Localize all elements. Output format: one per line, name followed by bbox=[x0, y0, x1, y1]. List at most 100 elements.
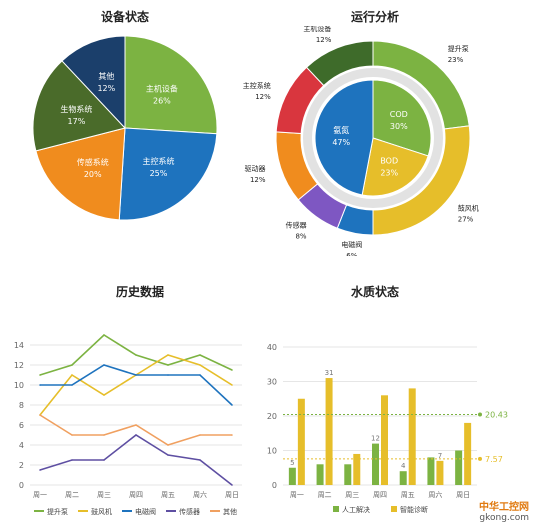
bar-legend-label-1: 智能诊断 bbox=[400, 505, 428, 514]
bar-refline-label-1: 7.57 bbox=[485, 455, 503, 464]
line-ytick-3: 6 bbox=[19, 421, 24, 430]
line-point-3-0 bbox=[39, 469, 41, 471]
bar-1-4 bbox=[408, 388, 416, 485]
bar-0-1 bbox=[316, 464, 324, 485]
line-point-1-1 bbox=[71, 374, 73, 376]
bar-xtick-6: 周日 bbox=[456, 491, 470, 499]
line-legend-label-1: 鼓风机 bbox=[91, 507, 112, 516]
donut-outer-label-1: 鼓风机 bbox=[458, 204, 479, 213]
line-ytick-2: 4 bbox=[19, 441, 24, 450]
bar-ytick-3: 30 bbox=[267, 378, 277, 387]
donut-outer-label-5: 主控系统 bbox=[243, 81, 271, 90]
line-point-2-0 bbox=[39, 384, 41, 386]
line-point-3-6 bbox=[231, 484, 233, 486]
donut-chart-run-analysis: 提升泵 23% 鼓风机 27% 电磁阀 6% 传感器 8% 驱动器 12% 主控系统 12% 主机设备 1… bbox=[243, 26, 479, 256]
bar-value-label-1-5: 7 bbox=[438, 452, 442, 460]
line-point-1-5 bbox=[199, 364, 201, 366]
donut-outer-pct-2: 6% bbox=[346, 252, 357, 256]
line-ytick-1: 2 bbox=[19, 461, 24, 470]
bar-xtick-0: 周一 bbox=[290, 491, 304, 499]
donut-outer-label-6: 主机设备 bbox=[303, 26, 331, 33]
bar-0-3 bbox=[372, 443, 379, 485]
bar-legend-swatch-0 bbox=[333, 506, 339, 512]
line-xtick-5: 周六 bbox=[193, 490, 207, 499]
line-point-0-4 bbox=[167, 364, 169, 366]
line-point-4-1 bbox=[71, 434, 73, 436]
watermark-line1: 中华工控网 bbox=[479, 502, 529, 513]
line-point-4-5 bbox=[199, 434, 201, 436]
bar-xtick-5: 周六 bbox=[428, 490, 442, 499]
pie-slice-label-4: 其他 bbox=[98, 71, 114, 81]
donut-outer-label-2: 电磁阀 bbox=[341, 240, 362, 249]
bar-ytick-4: 40 bbox=[267, 343, 277, 352]
line-point-2-4 bbox=[167, 374, 169, 376]
bar-ytick-0: 0 bbox=[272, 481, 277, 490]
bar-1-2 bbox=[353, 453, 361, 485]
pie2-title: 运行分析 bbox=[350, 10, 399, 24]
line-xtick-1: 周二 bbox=[65, 491, 79, 499]
line-point-1-4 bbox=[167, 354, 169, 356]
line-xtick-0: 周一 bbox=[33, 491, 47, 499]
pie-slice-pct-1: 25% bbox=[150, 169, 168, 178]
line-point-0-3 bbox=[135, 354, 137, 356]
bar-value-label-1-1: 31 bbox=[325, 369, 334, 377]
bar-value-label-0-3: 12 bbox=[371, 435, 380, 443]
line-ytick-7: 14 bbox=[14, 341, 24, 350]
line-xtick-2: 周三 bbox=[97, 491, 111, 499]
bar-0-2 bbox=[344, 464, 352, 485]
line-ytick-5: 10 bbox=[14, 381, 24, 390]
pie-slice-label-2: 传感系统 bbox=[77, 157, 109, 167]
bar-xtick-4: 周五 bbox=[401, 491, 415, 499]
pie-slice-0 bbox=[124, 35, 218, 135]
line-point-4-4 bbox=[167, 444, 169, 446]
bar-1-3 bbox=[381, 395, 388, 485]
bar-ytick-1: 10 bbox=[267, 447, 277, 456]
line-point-2-2 bbox=[103, 364, 105, 366]
bar-title: 水质状态 bbox=[350, 285, 399, 299]
line-point-3-5 bbox=[199, 459, 201, 461]
pie-slice-pct-0: 26% bbox=[153, 96, 171, 105]
line-point-1-2 bbox=[103, 394, 105, 396]
line-point-0-2 bbox=[103, 334, 105, 336]
bar-0-0 bbox=[288, 467, 296, 485]
donut-outer-pct-4: 12% bbox=[250, 176, 266, 184]
line-series-4 bbox=[39, 414, 232, 446]
donut-inner-pct-1: 23% bbox=[380, 168, 398, 177]
line-point-0-1 bbox=[71, 364, 73, 366]
watermark: 中华工控网 gkong.com bbox=[479, 498, 529, 523]
line-point-2-1 bbox=[71, 384, 73, 386]
line-ytick-6: 12 bbox=[14, 361, 24, 370]
bar-ytick-2: 20 bbox=[267, 412, 277, 421]
donut-outer-pct-6: 12% bbox=[316, 36, 332, 44]
donut-outer-pct-3: 8% bbox=[295, 232, 306, 240]
donut-outer-slice-6 bbox=[305, 40, 374, 87]
bar-1-5 bbox=[436, 460, 444, 485]
pie-slice-label-3: 生物系统 bbox=[60, 104, 92, 114]
pie-chart-device-status: 主机设备 26% 主控系统 25% 传感系统 20% 生物系统 17% 其他 12% bbox=[32, 35, 218, 221]
line-point-3-3 bbox=[135, 434, 137, 436]
donut-inner-label-0: COD bbox=[390, 110, 408, 119]
bar-refline-marker-1 bbox=[478, 456, 482, 461]
bar-value-label-0-4: 4 bbox=[401, 462, 406, 470]
line-point-3-2 bbox=[103, 459, 105, 461]
donut-outer-label-4: 驱动器 bbox=[245, 164, 266, 173]
donut-inner-pct-2: 47% bbox=[332, 138, 350, 147]
bar-xtick-3: 周四 bbox=[373, 491, 387, 499]
donut-outer-pct-1: 27% bbox=[458, 216, 474, 224]
bar-1-6 bbox=[464, 422, 472, 485]
pie-slice-2 bbox=[35, 127, 126, 221]
bar-value-label-0-0: 5 bbox=[290, 459, 294, 467]
line-xtick-4: 周五 bbox=[161, 491, 175, 499]
bar-legend-label-0: 人工解决 bbox=[342, 505, 370, 514]
bar-1-1 bbox=[325, 378, 333, 485]
donut-inner-pct-0: 30% bbox=[390, 122, 408, 131]
line-ytick-4: 8 bbox=[19, 401, 24, 410]
pie-slice-pct-3: 17% bbox=[68, 117, 86, 126]
pie1-title: 设备状态 bbox=[100, 10, 149, 24]
pie-slice-4 bbox=[61, 35, 126, 130]
watermark-line2: gkong.com bbox=[479, 513, 529, 523]
bar-legend-swatch-1 bbox=[391, 506, 397, 512]
donut-outer-pct-5: 12% bbox=[255, 93, 271, 101]
line-xtick-3: 周四 bbox=[129, 491, 143, 499]
line-point-3-4 bbox=[167, 454, 169, 456]
